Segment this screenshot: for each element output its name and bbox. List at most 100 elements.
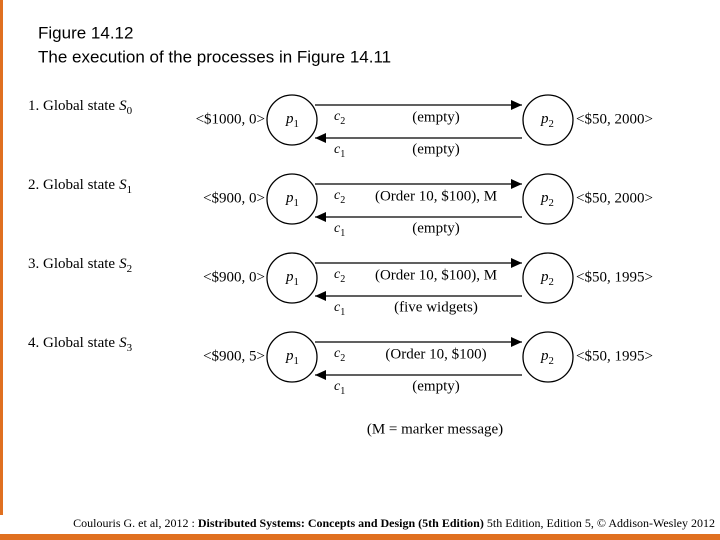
subscript: 2 (549, 118, 554, 130)
footer-book: Distributed Systems: Concepts and Design… (198, 516, 484, 530)
symbol: c (334, 221, 341, 236)
subscripted-label: p2 (540, 269, 554, 288)
state-index: 2 (127, 263, 133, 275)
bottom-accent (0, 534, 720, 540)
subscripted-label: p2 (540, 348, 554, 367)
symbol: p (540, 190, 549, 206)
state-label: 2. Global state S1 (28, 177, 132, 195)
footer-text: 5th Edition, Edition 5, © Addison-Wesley… (484, 516, 715, 530)
subscripted-label: c2 (334, 346, 345, 364)
process-node (522, 252, 574, 304)
subscript: 1 (294, 118, 299, 130)
process-state: <$900, 0> (203, 190, 265, 206)
state-label: 1. Global state S0 (28, 98, 133, 116)
subscripted-label: c2 (334, 267, 345, 285)
process-state: <$50, 1995> (576, 348, 653, 364)
channel-content: (empty) (412, 220, 459, 236)
left-accent (0, 0, 3, 515)
state-index: 1 (127, 184, 133, 196)
arrow-head (511, 337, 522, 347)
process-node (522, 331, 574, 383)
state-text: 2. Global state (28, 177, 115, 193)
state-text: 3. Global state (28, 256, 115, 272)
symbol: c (334, 109, 341, 124)
subscript: 2 (340, 274, 345, 285)
subscript: 1 (340, 307, 345, 318)
symbol: p (540, 269, 549, 285)
process-state: <$50, 1995> (576, 269, 653, 285)
subscripted-label: c1 (334, 300, 345, 318)
subscripted-label: p1 (285, 190, 299, 209)
arrow-head (315, 212, 326, 222)
subscript: 2 (549, 276, 554, 288)
subscripted-label: p2 (540, 111, 554, 130)
process-node (266, 252, 318, 304)
subscript: 1 (340, 386, 345, 397)
state-symbol: S (119, 98, 127, 114)
symbol: c (334, 300, 341, 315)
footer: Coulouris G. et al, 2012 : Distributed S… (73, 516, 715, 530)
subscript: 2 (340, 195, 345, 206)
subscript: 2 (340, 353, 345, 364)
process-state: <$1000, 0> (196, 111, 265, 127)
state-index: 0 (127, 105, 133, 117)
process-state: <$50, 2000> (576, 190, 653, 206)
note: (M = marker message) (367, 421, 503, 437)
symbol: p (285, 269, 294, 285)
symbol: p (285, 111, 294, 127)
title-line: The execution of the processes in Figure… (38, 47, 391, 66)
subscripted-label: p2 (540, 190, 554, 209)
state-index: 3 (127, 342, 133, 354)
channel-content: (Order 10, $100), M (375, 188, 497, 204)
subscripted-label: p1 (285, 348, 299, 367)
arrow-head (511, 258, 522, 268)
process-state: <$50, 2000> (576, 111, 653, 127)
subscripted-label: c1 (334, 221, 345, 239)
subscripted-label: c2 (334, 109, 345, 127)
state-label: 3. Global state S2 (28, 256, 132, 274)
subscript: 1 (294, 276, 299, 288)
subscript: 1 (340, 228, 345, 239)
process-node (522, 94, 574, 146)
state-label: 4. Global state S3 (28, 335, 133, 353)
arrow-head (511, 100, 522, 110)
symbol: c (334, 142, 341, 157)
subscript: 2 (340, 116, 345, 127)
footer-text: Coulouris G. et al, 2012 : (73, 516, 198, 530)
subscript: 1 (294, 197, 299, 209)
subscript: 2 (549, 355, 554, 367)
subscripted-label: p1 (285, 269, 299, 288)
process-state: <$900, 0> (203, 269, 265, 285)
arrow-head (315, 370, 326, 380)
subscripted-label: c1 (334, 379, 345, 397)
subscript: 1 (340, 149, 345, 160)
symbol: c (334, 267, 341, 282)
channel-content: (five widgets) (394, 299, 478, 315)
symbol: c (334, 346, 341, 361)
symbol: p (285, 348, 294, 364)
state-symbol: S (119, 335, 127, 351)
state-text: 4. Global state (28, 335, 115, 351)
symbol: c (334, 379, 341, 394)
subscripted-label: p1 (285, 111, 299, 130)
symbol: p (285, 190, 294, 206)
symbol: p (540, 111, 549, 127)
subscript: 2 (549, 197, 554, 209)
arrow-head (315, 133, 326, 143)
process-node (266, 94, 318, 146)
title-line: Figure 14.12 (38, 23, 133, 42)
symbol: p (540, 348, 549, 364)
state-symbol: S (119, 177, 127, 193)
channel-content: (Order 10, $100), M (375, 267, 497, 283)
process-node (522, 173, 574, 225)
state-text: 1. Global state (28, 98, 115, 114)
process-state: <$900, 5> (203, 348, 265, 364)
subscripted-label: c2 (334, 188, 345, 206)
arrow-head (315, 291, 326, 301)
channel-content: (empty) (412, 141, 459, 157)
process-node (266, 331, 318, 383)
